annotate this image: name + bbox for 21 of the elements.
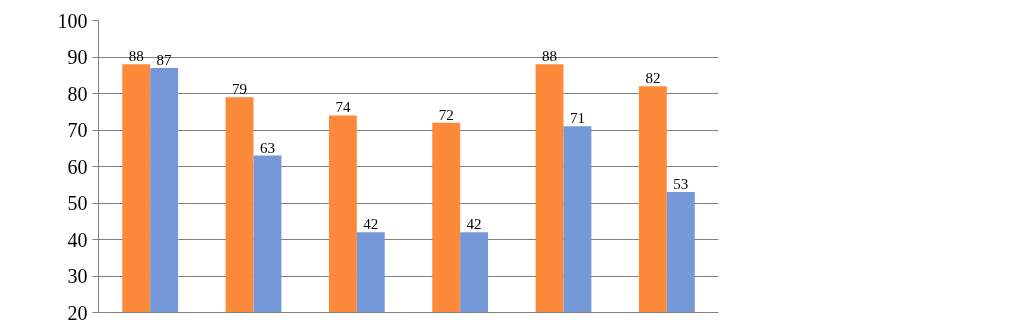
data-label: 71 <box>569 110 585 127</box>
data-label: 88 <box>128 48 144 65</box>
data-label: 53 <box>673 176 689 193</box>
data-label: 42 <box>466 216 482 233</box>
y-tick-label: 30 <box>67 265 88 287</box>
y-tick-label: 90 <box>67 46 88 68</box>
y-tick-label: 60 <box>67 155 88 178</box>
y-tick-label: 50 <box>67 192 88 214</box>
data-label: 74 <box>335 99 351 116</box>
data-label: 72 <box>438 106 454 123</box>
y-tick-label: 40 <box>67 228 88 251</box>
y-tick-label: 20 <box>67 301 88 324</box>
y-tick-label: 70 <box>67 119 88 141</box>
data-label: 87 <box>156 51 173 68</box>
data-label: 42 <box>363 216 379 233</box>
y-tick-label: 100 <box>57 9 88 32</box>
y-tick-label: 80 <box>67 82 88 105</box>
data-label: 79 <box>232 81 248 98</box>
data-label: 82 <box>645 70 661 87</box>
data-label: 88 <box>542 48 558 65</box>
data-label: 63 <box>259 139 275 156</box>
